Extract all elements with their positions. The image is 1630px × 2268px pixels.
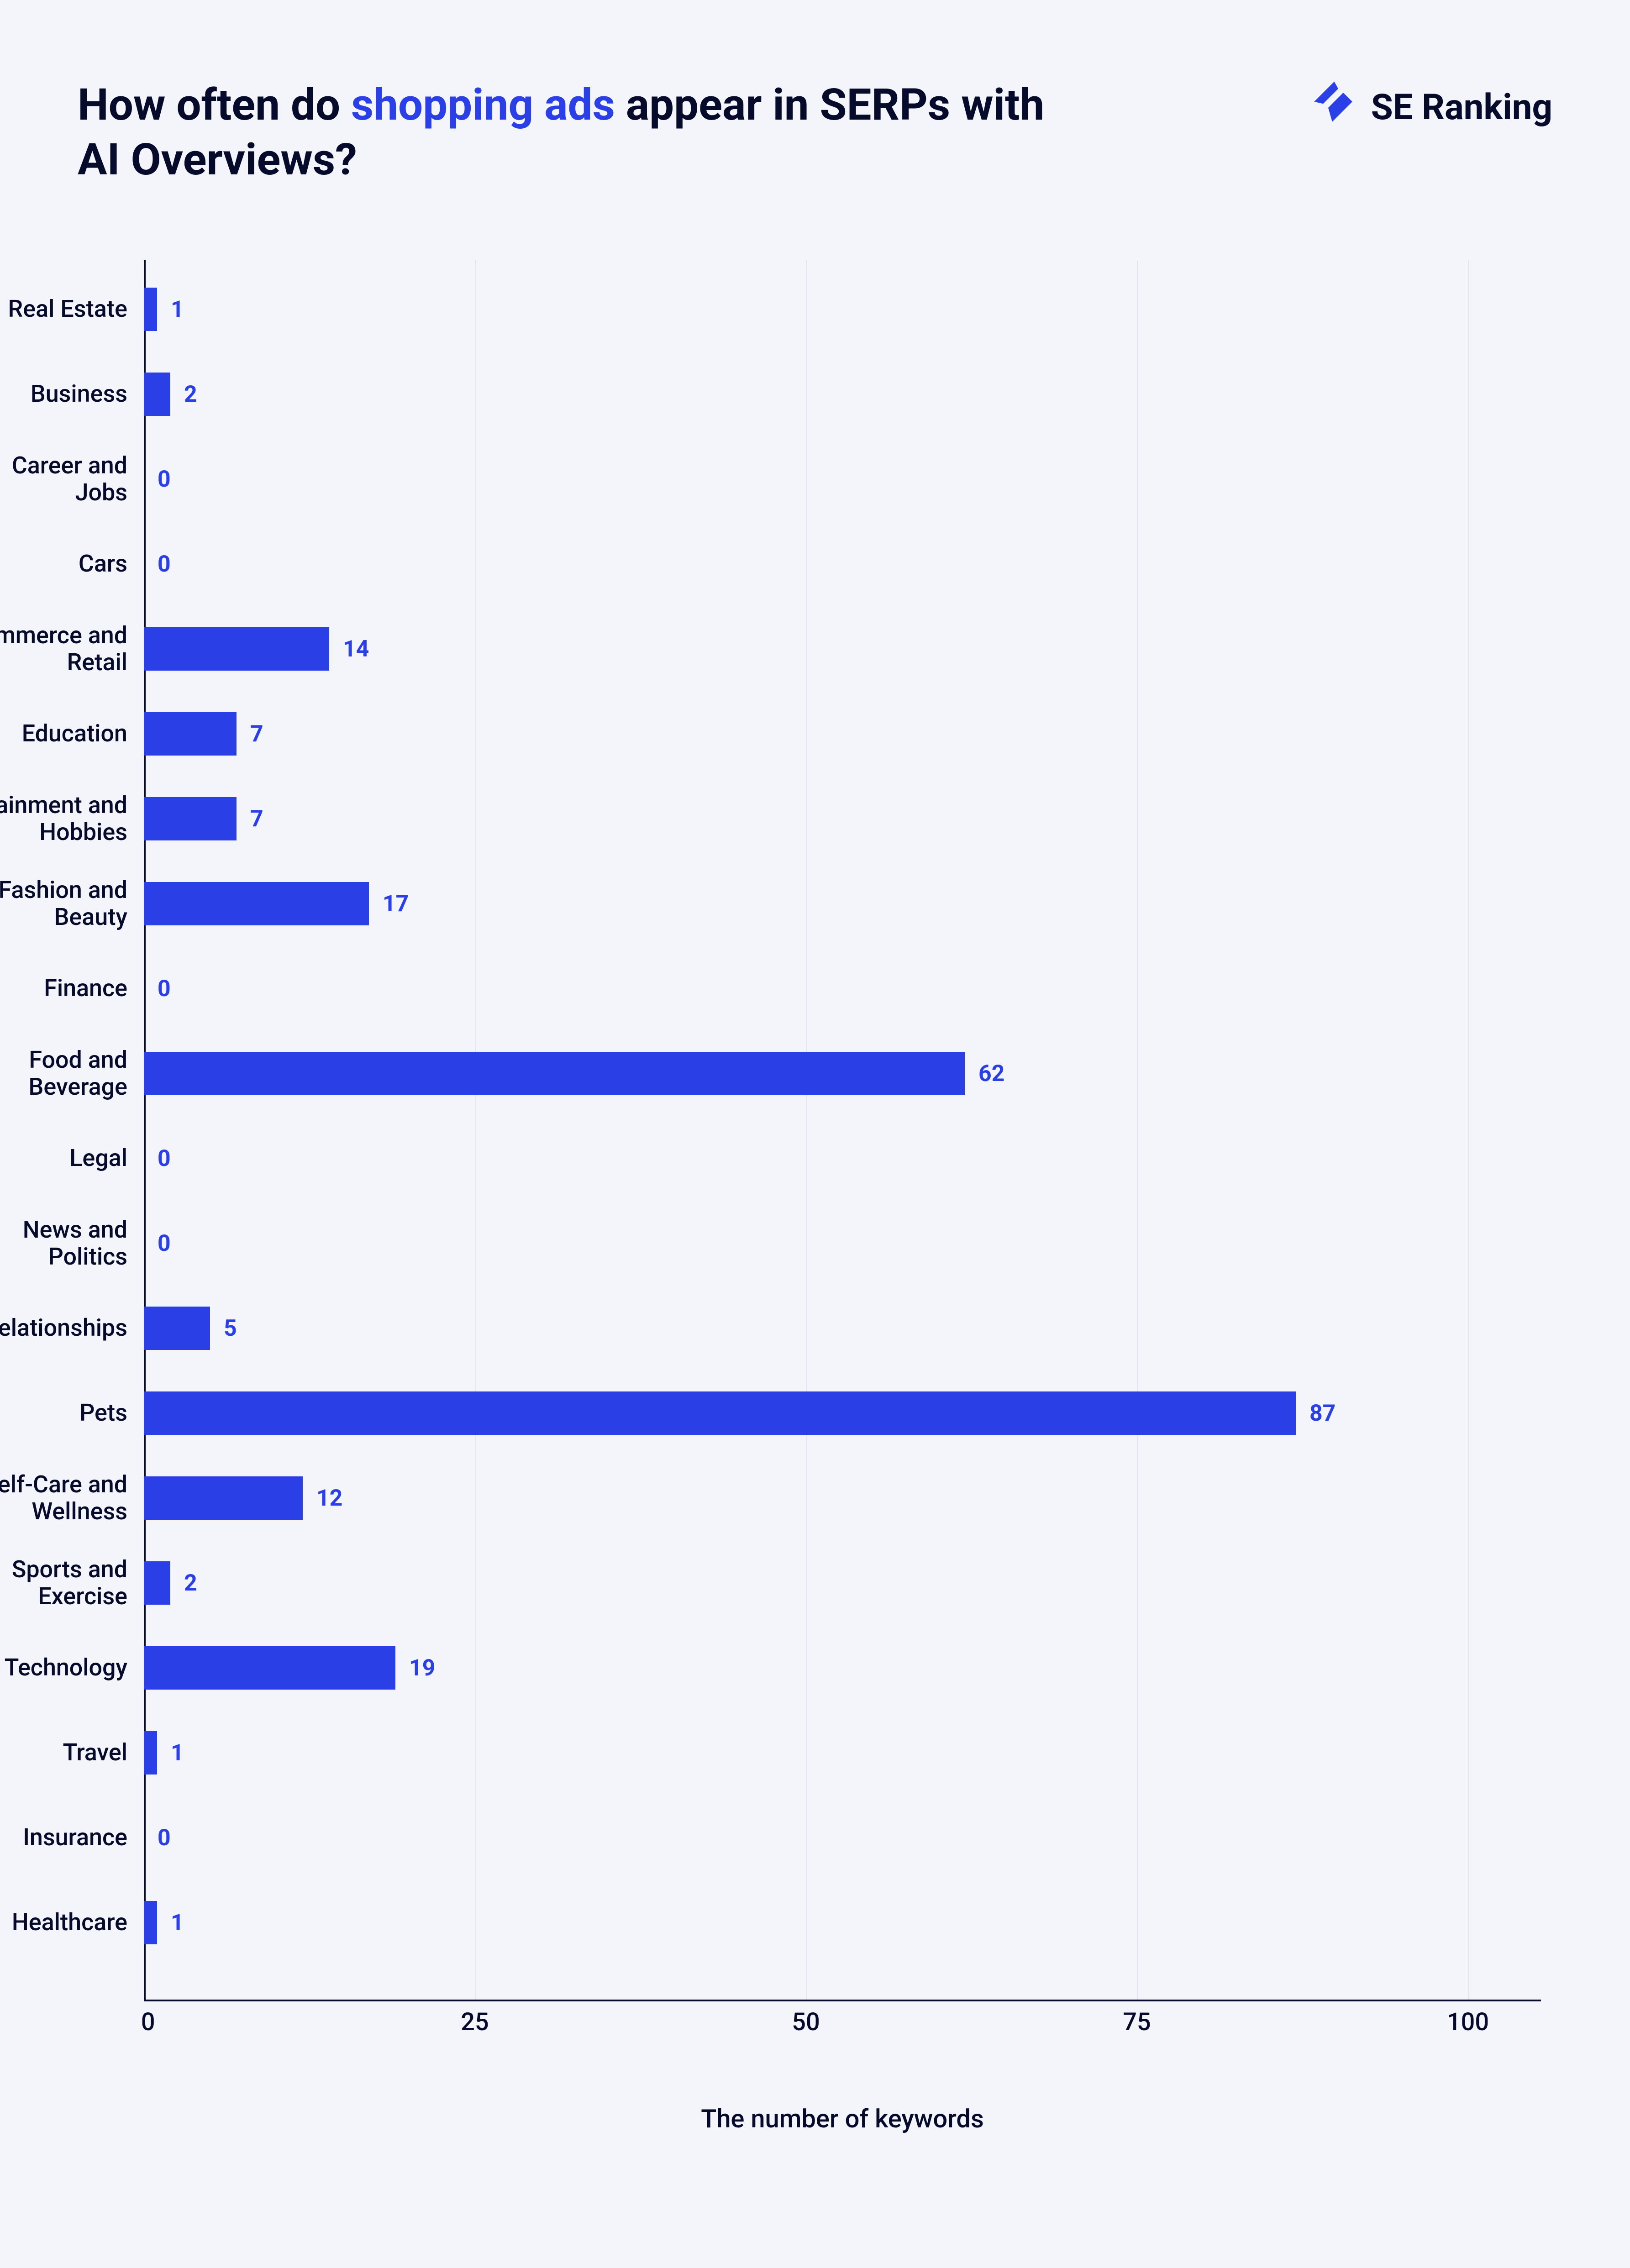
bar bbox=[144, 1731, 157, 1774]
category-label: Technology bbox=[0, 1654, 127, 1681]
category-label: Healthcare bbox=[0, 1909, 127, 1936]
bar bbox=[144, 1391, 1296, 1435]
category-label: Real Estate bbox=[0, 296, 127, 322]
page-title: How often do shopping ads appear in SERP… bbox=[78, 78, 1082, 187]
x-tick-label: 100 bbox=[1447, 2008, 1489, 2037]
bar bbox=[144, 882, 369, 925]
value-label: 0 bbox=[158, 466, 171, 493]
chart-row: Self-Care andWellness12 bbox=[144, 1476, 1541, 1520]
x-axis-label: The number of keywords bbox=[144, 2104, 1541, 2134]
value-label: 1 bbox=[171, 296, 184, 323]
value-label: 0 bbox=[158, 976, 171, 1002]
title-accent: shopping ads bbox=[351, 79, 615, 131]
x-axis-ticks: 0 25 50 75 100 bbox=[144, 2008, 1541, 2063]
chart-row: Pets87 bbox=[144, 1391, 1541, 1435]
chart-row: Education7 bbox=[144, 712, 1541, 756]
chart-row: Entertainment andHobbies7 bbox=[144, 797, 1541, 840]
brand-logo: SE Ranking bbox=[1308, 78, 1552, 137]
value-label: 17 bbox=[383, 891, 409, 917]
category-label: Food andBeverage bbox=[0, 1047, 127, 1100]
value-label: 5 bbox=[224, 1315, 237, 1342]
chart-row: Legal0 bbox=[144, 1137, 1541, 1180]
x-tick-label: 75 bbox=[1123, 2008, 1151, 2037]
value-label: 0 bbox=[158, 1230, 171, 1257]
value-label: 14 bbox=[343, 636, 369, 662]
category-label: News andPolitics bbox=[0, 1217, 127, 1270]
bar bbox=[144, 1901, 157, 1944]
chart-row: Healthcare1 bbox=[144, 1901, 1541, 1944]
chart-row: Career andJobs0 bbox=[144, 457, 1541, 501]
category-label: Business bbox=[0, 381, 127, 407]
category-label: Cars bbox=[0, 551, 127, 577]
category-label: Self-Care andWellness bbox=[0, 1471, 127, 1524]
chart-row: Travel1 bbox=[144, 1731, 1541, 1774]
category-label: Sports andExercise bbox=[0, 1556, 127, 1609]
x-tick-label: 25 bbox=[461, 2008, 489, 2037]
bar bbox=[144, 288, 157, 331]
chart-row: News andPolitics0 bbox=[144, 1222, 1541, 1265]
value-label: 87 bbox=[1309, 1400, 1336, 1427]
value-label: 2 bbox=[184, 1570, 197, 1596]
category-label: Entertainment andHobbies bbox=[0, 792, 127, 845]
value-label: 0 bbox=[158, 551, 171, 578]
x-tick-label: 50 bbox=[792, 2008, 820, 2037]
chart-row: Relationships5 bbox=[144, 1307, 1541, 1350]
bar bbox=[144, 1307, 210, 1350]
category-label: Legal bbox=[0, 1145, 127, 1171]
chart: Real Estate1 Business2 Career andJobs0 Cars… bbox=[144, 260, 1541, 2134]
chart-row: Technology19 bbox=[144, 1646, 1541, 1690]
chart-row: Fashion andBeauty17 bbox=[144, 882, 1541, 925]
value-label: 62 bbox=[978, 1060, 1004, 1087]
brand-text: SE Ranking bbox=[1371, 87, 1552, 128]
category-label: Insurance bbox=[0, 1824, 127, 1851]
chart-row: Cars0 bbox=[144, 542, 1541, 586]
chart-row: Real Estate1 bbox=[144, 288, 1541, 331]
brand-icon bbox=[1308, 78, 1358, 137]
bar bbox=[144, 1476, 303, 1520]
bar bbox=[144, 373, 170, 416]
x-axis-line bbox=[144, 2000, 1541, 2001]
chart-row: Business2 bbox=[144, 373, 1541, 416]
title-prefix: How often do bbox=[78, 79, 351, 131]
category-label: Pets bbox=[0, 1400, 127, 1426]
chart-plot-area: Real Estate1 Business2 Career andJobs0 Cars… bbox=[144, 260, 1541, 2000]
chart-row: Insurance0 bbox=[144, 1816, 1541, 1859]
value-label: 0 bbox=[158, 1145, 171, 1172]
bar bbox=[144, 627, 329, 671]
value-label: 0 bbox=[158, 1825, 171, 1851]
category-label: Fashion andBeauty bbox=[0, 877, 127, 930]
value-label: 19 bbox=[409, 1655, 435, 1681]
chart-row: Sports andExercise2 bbox=[144, 1561, 1541, 1605]
category-label: Finance bbox=[0, 975, 127, 1002]
header: How often do shopping ads appear in SERP… bbox=[78, 78, 1552, 187]
value-label: 12 bbox=[316, 1485, 342, 1512]
chart-row: Food andBeverage62 bbox=[144, 1052, 1541, 1095]
bar bbox=[144, 712, 237, 756]
page-root: How often do shopping ads appear in SERP… bbox=[0, 0, 1630, 2268]
value-label: 7 bbox=[250, 721, 263, 747]
chart-row: Finance0 bbox=[144, 967, 1541, 1010]
category-label: Travel bbox=[0, 1739, 127, 1766]
bar bbox=[144, 797, 237, 840]
category-label: Education bbox=[0, 720, 127, 747]
category-label: Relationships bbox=[0, 1315, 127, 1341]
chart-row: Ecommerce andRetail14 bbox=[144, 627, 1541, 671]
bar bbox=[144, 1646, 395, 1690]
bar bbox=[144, 1052, 965, 1095]
value-label: 1 bbox=[171, 1740, 184, 1766]
bar bbox=[144, 1561, 170, 1605]
value-label: 2 bbox=[184, 381, 197, 408]
value-label: 7 bbox=[250, 806, 263, 832]
category-label: Ecommerce andRetail bbox=[0, 622, 127, 675]
value-label: 1 bbox=[171, 1910, 184, 1936]
x-tick-label: 0 bbox=[141, 2008, 155, 2037]
category-label: Career andJobs bbox=[0, 452, 127, 505]
